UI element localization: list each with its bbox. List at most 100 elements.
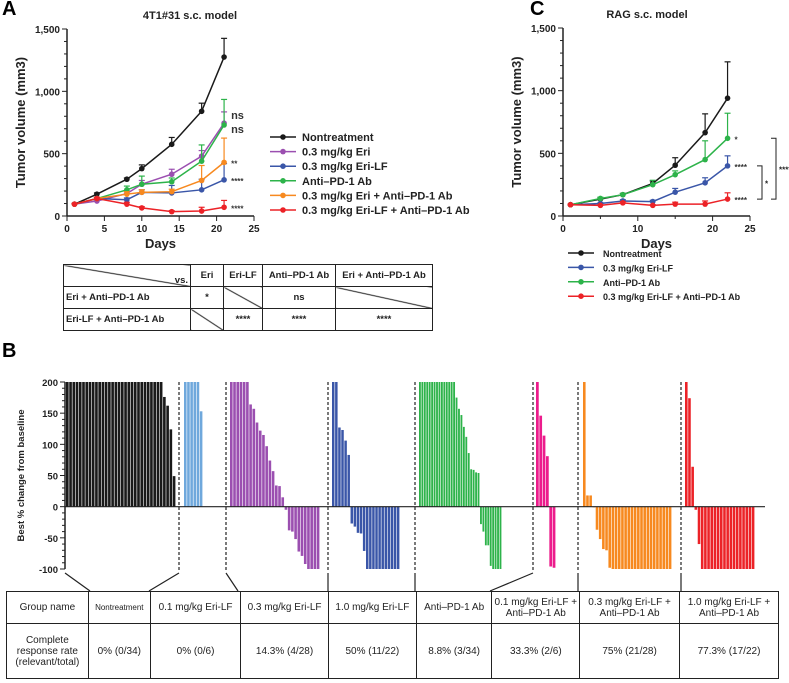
y-tick-label: 100: [42, 440, 58, 451]
significance-label: ****: [231, 204, 244, 213]
y-tick-label: 1,500: [35, 25, 60, 36]
bar-group-0: [66, 382, 176, 507]
waterfall-bar: [104, 382, 108, 507]
waterfall-bar: [350, 506, 354, 524]
waterfall-bar: [583, 382, 586, 507]
waterfall-bar: [143, 382, 147, 507]
waterfall-bar: [230, 382, 233, 507]
waterfall-bar: [445, 382, 448, 507]
waterfall-bar: [193, 382, 197, 507]
waterfall-bar: [455, 397, 458, 507]
waterfall-bar: [265, 446, 268, 507]
table-header-cell: Eri: [190, 264, 224, 287]
table-cell: *: [190, 286, 224, 309]
bar-group-5: [536, 382, 556, 568]
data-point: [702, 156, 708, 163]
waterfall-bar: [268, 460, 272, 507]
legend-marker: [280, 178, 286, 184]
waterfall-bar: [387, 506, 391, 569]
table-header-cell: Eri-LF: [223, 264, 263, 287]
legend-marker: [578, 264, 584, 271]
x-tick-label: 10: [632, 224, 644, 235]
legend-marker: [280, 192, 286, 199]
waterfall-bar: [114, 382, 118, 507]
waterfall-bar: [646, 506, 650, 569]
waterfall-bar: [242, 382, 246, 507]
group-name-cell: 0.1 mg/kg Eri-LF: [149, 591, 242, 624]
y-axis-label: Tumor volume (mm3): [509, 56, 524, 187]
legend-label: Anti–PD-1 Ab: [302, 176, 372, 188]
waterfall-bar: [700, 506, 704, 569]
waterfall-bar: [633, 506, 637, 569]
waterfall-bar: [595, 506, 599, 530]
legend-label: Nontreatment: [603, 249, 662, 259]
waterfall-bar: [617, 506, 621, 569]
group-name-cell: Anti–PD-1 Ab: [415, 591, 493, 624]
legend-marker: [280, 134, 286, 140]
data-point: [198, 187, 205, 193]
waterfall-bar: [710, 506, 714, 569]
group-name-cell: 0.3 mg/kg Eri-LF + Anti–PD-1 Ab: [579, 591, 680, 624]
data-point: [124, 201, 130, 207]
legend-marker: [280, 207, 286, 213]
waterfall-bar: [652, 506, 656, 569]
waterfall-bar: [729, 506, 733, 569]
bracket-label: ****: [779, 166, 789, 175]
group-name-cell: 0.3 mg/kg Eri-LF: [240, 591, 329, 624]
bracket-label: *: [765, 179, 769, 188]
data-point: [672, 171, 678, 178]
waterfall-bar: [649, 506, 653, 569]
y-tick-label: 1,000: [531, 87, 556, 98]
y-tick-label: 50: [47, 472, 58, 483]
comparison-table: vs. Eri Eri-LF Anti–PD-1 Ab Eri + Anti–P…: [63, 264, 433, 331]
waterfall-bar: [748, 506, 752, 569]
waterfall-bar: [716, 506, 720, 569]
waterfall-bar: [448, 382, 451, 507]
waterfall-bar: [284, 506, 288, 510]
waterfall-bar: [255, 422, 259, 507]
waterfall-bar: [598, 506, 602, 540]
response-rate-cell: 0% (0/6): [149, 623, 242, 679]
waterfall-bar: [366, 506, 369, 569]
y-tick-label: 200: [42, 378, 58, 389]
response-rate-cell: 8.8% (3/34): [415, 623, 493, 679]
legend-marker: [280, 163, 286, 169]
waterfall-bar: [390, 506, 394, 569]
waterfall-bar: [656, 506, 659, 569]
data-point: [702, 201, 708, 207]
waterfall-bar: [436, 382, 438, 507]
y-tick-label: 0: [53, 503, 58, 514]
waterfall-bar: [341, 429, 344, 507]
waterfall-bar: [460, 415, 463, 507]
data-point: [168, 171, 175, 178]
data-point: [620, 200, 626, 206]
waterfall-bar: [694, 506, 698, 510]
data-point: [567, 201, 574, 208]
significance-label: ****: [735, 196, 748, 205]
waterfall-bar: [472, 469, 475, 507]
legend-marker: [578, 293, 584, 300]
x-tick-label: 20: [707, 224, 719, 235]
waterfall-bar: [300, 506, 304, 556]
waterfall-bar: [166, 405, 169, 507]
waterfall-bar: [732, 506, 736, 569]
waterfall-bar: [246, 382, 249, 507]
data-point: [94, 195, 100, 202]
waterfall-bar: [190, 382, 193, 507]
waterfall-bar: [742, 506, 745, 569]
waterfall-bar: [614, 506, 618, 569]
response-rate-table: Group name Nontreatment 0.1 mg/kg Eri-LF 0…: [6, 591, 780, 679]
series-0: [71, 37, 228, 207]
waterfall-bar: [393, 506, 397, 569]
y-tick-label: 150: [42, 409, 58, 420]
group-name-cell: 1.0 mg/kg Eri-LF: [327, 591, 417, 624]
group-name-cell: Nontreatment: [87, 591, 151, 624]
waterfall-bar: [608, 506, 612, 568]
waterfall-bar: [726, 506, 729, 569]
bar-group-1: [184, 382, 203, 507]
y-tick-label: 0: [54, 212, 60, 223]
table-cell: Eri-LF + Anti–PD-1 Ab: [63, 308, 191, 331]
waterfall-bar: [362, 506, 366, 551]
waterfall-bar: [291, 506, 294, 532]
